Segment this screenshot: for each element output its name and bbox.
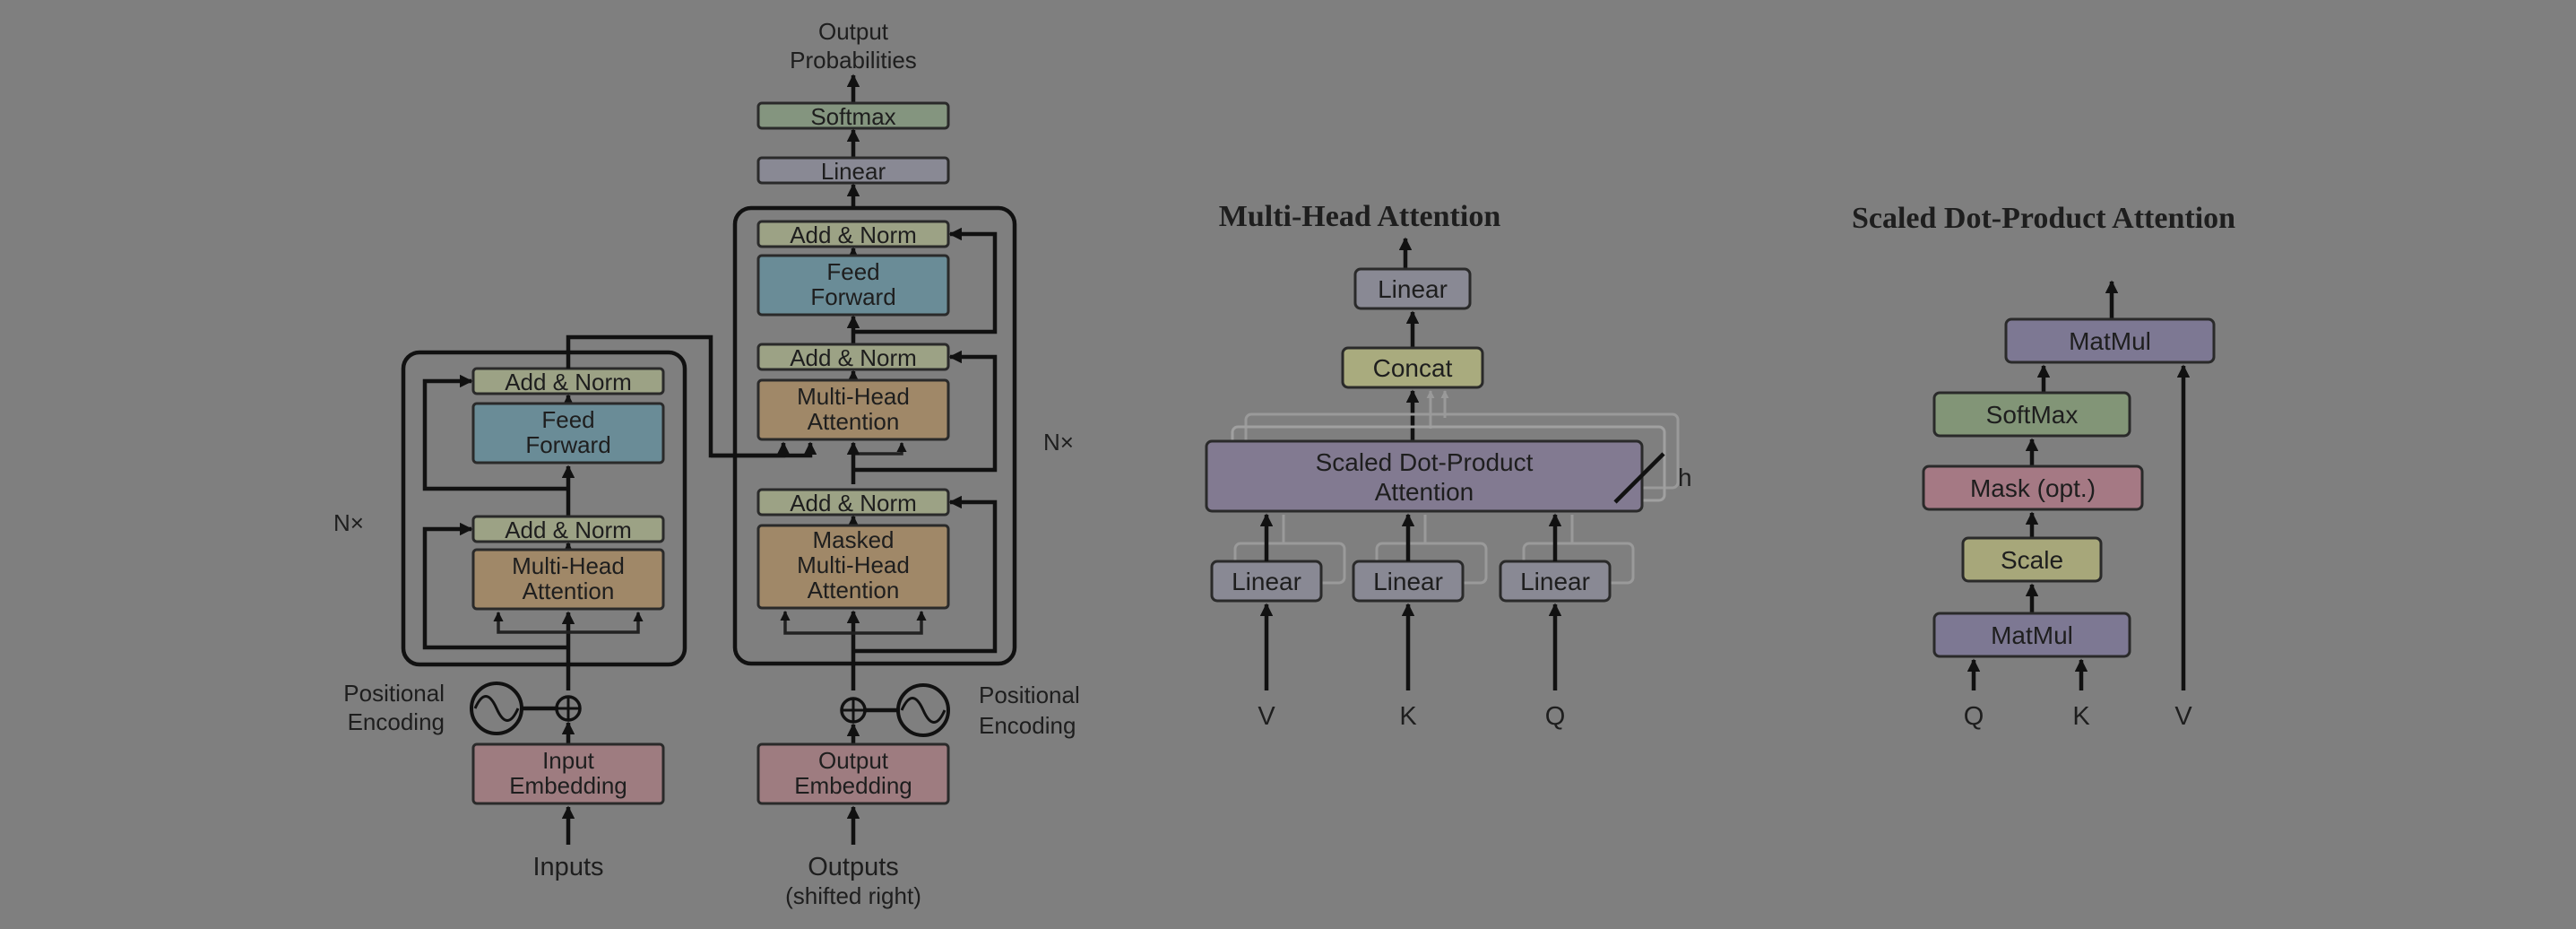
encoder-positional-label-2: Encoding xyxy=(348,708,445,735)
decoder-add-norm-3-label: Add & Norm xyxy=(790,221,917,248)
masked-attention-label-1: Masked xyxy=(812,526,894,553)
sdpa-matmul-top-label: MatMul xyxy=(2069,327,2151,355)
sdpa-matmul-bottom xyxy=(1932,612,2131,658)
sdpa-softmax-label: SoftMax xyxy=(1986,401,2079,429)
encoder-to-decoder-k xyxy=(566,334,817,458)
transformer-diagram: Output Probabilities Softmax Linear Add … xyxy=(333,18,1080,909)
encoder-feed-forward xyxy=(471,402,665,464)
decoder-positional-label-2: Encoding xyxy=(979,712,1076,739)
masked-attention-label-3: Attention xyxy=(808,577,900,603)
decoder-stack-frame xyxy=(732,205,1017,666)
decoder-positional-encoding-icon xyxy=(896,683,950,737)
mh-sdpa-label-1: Scaled Dot-Product xyxy=(1316,448,1534,476)
decoder-feed-forward xyxy=(756,254,950,317)
decoder-ff-label-2: Forward xyxy=(810,283,895,310)
mh-sdpa-label-2: Attention xyxy=(1375,478,1474,506)
sdpa-title: Scaled Dot-Product Attention xyxy=(1852,202,2235,235)
mh-linear-q-label: Linear xyxy=(1520,568,1590,595)
output-embedding-label-1: Output xyxy=(818,747,889,774)
decoder-cross-attention xyxy=(756,378,950,441)
multi-head-attention-diagram: Multi-Head Attention Linear Concat Scale… xyxy=(1205,200,1692,731)
decoder-add-norm-3 xyxy=(756,220,950,248)
mh-input-k: K xyxy=(1399,702,1417,731)
decoder-ff-label-1: Feed xyxy=(826,258,879,285)
input-embedding-block xyxy=(471,742,665,805)
encoder-mha-left-arrow xyxy=(493,611,568,634)
mh-linear-v-label: Linear xyxy=(1232,568,1301,595)
sdpa-scale-block xyxy=(1961,536,2103,583)
encoder-add-norm-1 xyxy=(471,515,665,543)
encoder-mha-label-2: Attention xyxy=(523,577,615,604)
mh-input-v: V xyxy=(1258,702,1275,731)
sdpa-scale-label: Scale xyxy=(2001,546,2063,574)
output-probabilities-label-1: Output xyxy=(818,18,889,45)
decoder-add-norm-1 xyxy=(756,488,950,517)
masked-left-arrow xyxy=(780,610,853,635)
scaled-dot-product-attention-diagram: Scaled Dot-Product Attention MatMul Soft… xyxy=(1852,202,2235,731)
decoder-add-norm-2 xyxy=(756,343,950,371)
output-embedding-block xyxy=(756,742,950,805)
mh-linear-k-label: Linear xyxy=(1373,568,1443,595)
masked-attention-label-2: Multi-Head xyxy=(797,551,910,578)
outputs-label-2: (shifted right) xyxy=(785,882,921,909)
encoder-stack-frame xyxy=(401,350,687,667)
decoder-residual-masked xyxy=(853,495,998,654)
cross-q-arrow xyxy=(851,441,907,484)
mh-concat-label: Concat xyxy=(1373,354,1453,382)
sdpa-input-v: V xyxy=(2174,702,2192,731)
sdpa-softmax-block xyxy=(1932,391,2131,438)
encoder-add-norm-2-label: Add & Norm xyxy=(505,369,632,395)
encoder-nx-label: N× xyxy=(333,509,364,536)
input-embedding-label-2: Embedding xyxy=(509,772,627,799)
sdpa-matmul-top xyxy=(2004,317,2216,364)
decoder-cross-attention-label-1: Multi-Head xyxy=(797,383,910,410)
mh-concat-block xyxy=(1341,346,1484,389)
encoder-ff-label-2: Forward xyxy=(525,431,610,458)
encoder-add-norm-1-label: Add & Norm xyxy=(505,517,632,543)
inputs-label: Inputs xyxy=(533,853,604,881)
mh-h-label: h xyxy=(1678,464,1692,491)
sdpa-mask-label: Mask (opt.) xyxy=(1970,474,2096,502)
encoder-residual-ff xyxy=(422,374,568,491)
multi-head-title: Multi-Head Attention xyxy=(1219,200,1501,233)
encoder-residual-mha xyxy=(422,522,568,650)
decoder-residual-cross xyxy=(853,350,998,473)
encoder-mha-right-arrow xyxy=(568,611,644,634)
decoder-add-norm-2-label: Add & Norm xyxy=(790,344,917,371)
sdpa-mask-block xyxy=(1922,464,2144,511)
mh-linear-top xyxy=(1353,267,1472,310)
decoder-add-norm-1-label: Add & Norm xyxy=(790,490,917,517)
linear-block xyxy=(756,156,950,185)
mh-linear-top-label: Linear xyxy=(1378,275,1448,303)
linear-label: Linear xyxy=(821,158,886,185)
encoder-mha-label-1: Multi-Head xyxy=(512,552,625,579)
encoder-positional-encoding-icon xyxy=(470,682,523,735)
softmax-block xyxy=(756,101,950,130)
decoder-cross-attention-label-2: Attention xyxy=(808,408,900,435)
output-embedding-label-2: Embedding xyxy=(794,772,912,799)
mh-input-q: Q xyxy=(1545,702,1566,731)
masked-right-arrow xyxy=(853,610,927,635)
outputs-label-1: Outputs xyxy=(808,853,899,881)
decoder-nx-label: N× xyxy=(1043,429,1074,456)
output-probabilities-label-2: Probabilities xyxy=(790,47,917,74)
sdpa-input-q: Q xyxy=(1964,702,1984,731)
sdpa-input-k: K xyxy=(2072,702,2090,731)
sdpa-matmul-bottom-label: MatMul xyxy=(1991,621,2073,649)
decoder-masked-attention xyxy=(756,524,950,610)
encoder-ff-label-1: Feed xyxy=(541,406,594,433)
decoder-residual-ff xyxy=(853,227,998,334)
mh-h-slash xyxy=(1613,452,1665,504)
softmax-label: Softmax xyxy=(810,103,895,130)
decoder-positional-label-1: Positional xyxy=(979,682,1080,708)
encoder-multi-head-attention xyxy=(471,548,665,611)
encoder-to-decoder-v xyxy=(711,441,791,458)
input-embedding-label-1: Input xyxy=(542,747,595,774)
encoder-positional-label-1: Positional xyxy=(343,680,445,707)
